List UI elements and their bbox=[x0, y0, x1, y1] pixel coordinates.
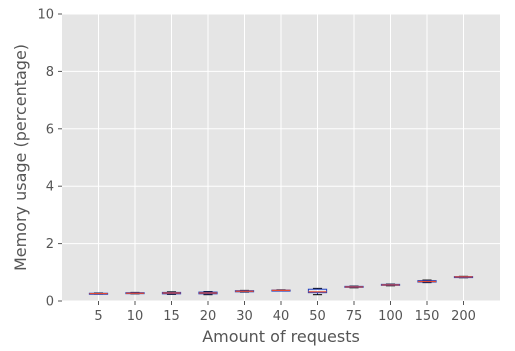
box-40 bbox=[271, 289, 291, 292]
y-tick-label: 4 bbox=[46, 180, 54, 195]
box-100 bbox=[380, 283, 401, 287]
box-200 bbox=[453, 275, 474, 279]
x-ticks: 5 10 15 20 30 40 50 75 100 150 200 bbox=[94, 301, 476, 324]
x-tick-label: 30 bbox=[236, 309, 253, 324]
x-tick-label: 200 bbox=[451, 309, 476, 324]
box-20 bbox=[198, 291, 218, 296]
x-tick-label: 20 bbox=[200, 309, 217, 324]
x-axis-label: Amount of requests bbox=[202, 327, 360, 346]
x-tick-label: 150 bbox=[415, 309, 440, 324]
box-15 bbox=[161, 291, 182, 295]
y-tick-label: 8 bbox=[46, 65, 54, 80]
x-tick-label: 100 bbox=[378, 309, 403, 324]
y-tick-label: 0 bbox=[46, 295, 54, 310]
x-tick-label: 15 bbox=[163, 309, 180, 324]
box-5 bbox=[88, 292, 109, 295]
box-10 bbox=[125, 291, 145, 295]
y-tick-label: 6 bbox=[46, 122, 54, 137]
y-tick-label: 10 bbox=[37, 8, 54, 23]
y-axis-label: Memory usage (percentage) bbox=[11, 44, 30, 271]
x-tick-label: 10 bbox=[127, 309, 144, 324]
x-tick-label: 75 bbox=[346, 309, 363, 324]
x-tick-label: 40 bbox=[273, 309, 290, 324]
box-50 bbox=[307, 287, 328, 296]
box-150 bbox=[417, 279, 437, 284]
y-tick-label: 2 bbox=[46, 237, 54, 252]
grid-lines bbox=[62, 13, 500, 302]
x-tick-label: 5 bbox=[94, 309, 102, 324]
x-tick-label: 50 bbox=[309, 309, 326, 324]
box-body bbox=[307, 288, 328, 294]
box-75 bbox=[344, 285, 364, 289]
y-ticks: 0 2 4 6 8 10 bbox=[37, 8, 62, 310]
boxes bbox=[88, 275, 474, 296]
box-30 bbox=[234, 289, 255, 293]
